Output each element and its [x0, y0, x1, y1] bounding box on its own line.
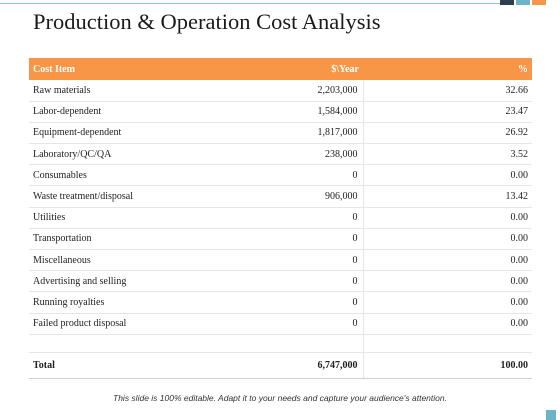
table-row: Equipment-dependent 1,817,000 26.92	[29, 122, 532, 145]
table-row: Advertising and selling 0 0.00	[29, 270, 532, 293]
cell-dollar-year: 0	[195, 164, 364, 187]
header-percent: %	[363, 58, 532, 80]
cell-cost-item: Total	[29, 351, 195, 379]
cell-percent	[363, 334, 532, 353]
cell-dollar-year: 0	[195, 228, 364, 251]
cell-percent: 0.00	[363, 207, 532, 229]
cell-dollar-year: 906,000	[195, 185, 364, 208]
table-total-row: Total 6,747,000 100.00	[29, 351, 532, 379]
cell-cost-item: Consumables	[29, 164, 195, 187]
cell-cost-item: Transportation	[29, 228, 195, 251]
cell-dollar-year: 6,747,000	[195, 351, 364, 379]
cell-percent: 0.00	[363, 313, 532, 335]
table-header-row: Cost Item $\Year %	[29, 58, 532, 80]
table-row: Utilities 0 0.00	[29, 207, 532, 229]
table-row: Transportation 0 0.00	[29, 228, 532, 251]
cell-dollar-year: 238,000	[195, 143, 364, 166]
corner-block	[546, 410, 556, 420]
cell-dollar-year: 0	[195, 249, 364, 272]
table-row: Raw materials 2,203,000 32.66	[29, 80, 532, 102]
cell-dollar-year: 2,203,000	[195, 80, 364, 102]
table-row: Failed product disposal 0 0.00	[29, 313, 532, 335]
cell-cost-item: Running royalties	[29, 291, 195, 314]
cell-percent: 0.00	[363, 291, 532, 314]
table-row: Miscellaneous 0 0.00	[29, 249, 532, 272]
table-row: Waste treatment/disposal 906,000 13.42	[29, 185, 532, 208]
cell-cost-item: Waste treatment/disposal	[29, 185, 195, 208]
cell-cost-item	[29, 334, 195, 353]
slide-title: Production & Operation Cost Analysis	[33, 9, 381, 34]
cell-dollar-year	[195, 334, 364, 353]
cell-cost-item: Labor-dependent	[29, 101, 195, 123]
cell-cost-item: Advertising and selling	[29, 270, 195, 293]
cell-dollar-year: 1,817,000	[195, 122, 364, 145]
cell-dollar-year: 0	[195, 207, 364, 229]
cell-percent: 32.66	[363, 80, 532, 102]
table-row: Running royalties 0 0.00	[29, 291, 532, 314]
header-dollar-year: $\Year	[195, 58, 363, 80]
cell-cost-item: Raw materials	[29, 80, 195, 102]
cell-percent: 26.92	[363, 122, 532, 145]
top-color-blocks	[500, 0, 546, 5]
cell-dollar-year: 0	[195, 270, 364, 293]
cell-cost-item: Utilities	[29, 207, 195, 229]
cell-percent: 23.47	[363, 101, 532, 123]
cell-percent: 0.00	[363, 249, 532, 272]
header-cost-item: Cost Item	[29, 58, 195, 80]
cell-percent: 3.52	[363, 143, 532, 166]
top-accent-line	[0, 3, 500, 4]
table-spacer-row	[29, 334, 532, 353]
top-block-2	[516, 0, 530, 5]
cell-dollar-year: 0	[195, 313, 364, 335]
top-block-3	[532, 0, 546, 5]
cell-dollar-year: 0	[195, 291, 364, 314]
cell-percent: 0.00	[363, 164, 532, 187]
cell-percent: 100.00	[363, 351, 532, 379]
cell-percent: 13.42	[363, 185, 532, 208]
cell-cost-item: Equipment-dependent	[29, 122, 195, 145]
table-row: Labor-dependent 1,584,000 23.47	[29, 101, 532, 123]
cell-dollar-year: 1,584,000	[195, 101, 364, 123]
cell-cost-item: Failed product disposal	[29, 313, 195, 335]
table-body: Raw materials 2,203,000 32.66 Labor-depende…	[29, 80, 532, 379]
top-block-1	[500, 0, 514, 5]
footer-note: This slide is 100% editable. Adapt it to…	[113, 393, 447, 403]
cell-cost-item: Laboratory/QC/QA	[29, 143, 195, 166]
table-row: Consumables 0 0.00	[29, 164, 532, 187]
cost-table: Cost Item $\Year % Raw materials 2,203,00…	[29, 58, 532, 379]
cell-percent: 0.00	[363, 228, 532, 251]
cell-cost-item: Miscellaneous	[29, 249, 195, 272]
cell-percent: 0.00	[363, 270, 532, 293]
table-row: Laboratory/QC/QA 238,000 3.52	[29, 143, 532, 166]
